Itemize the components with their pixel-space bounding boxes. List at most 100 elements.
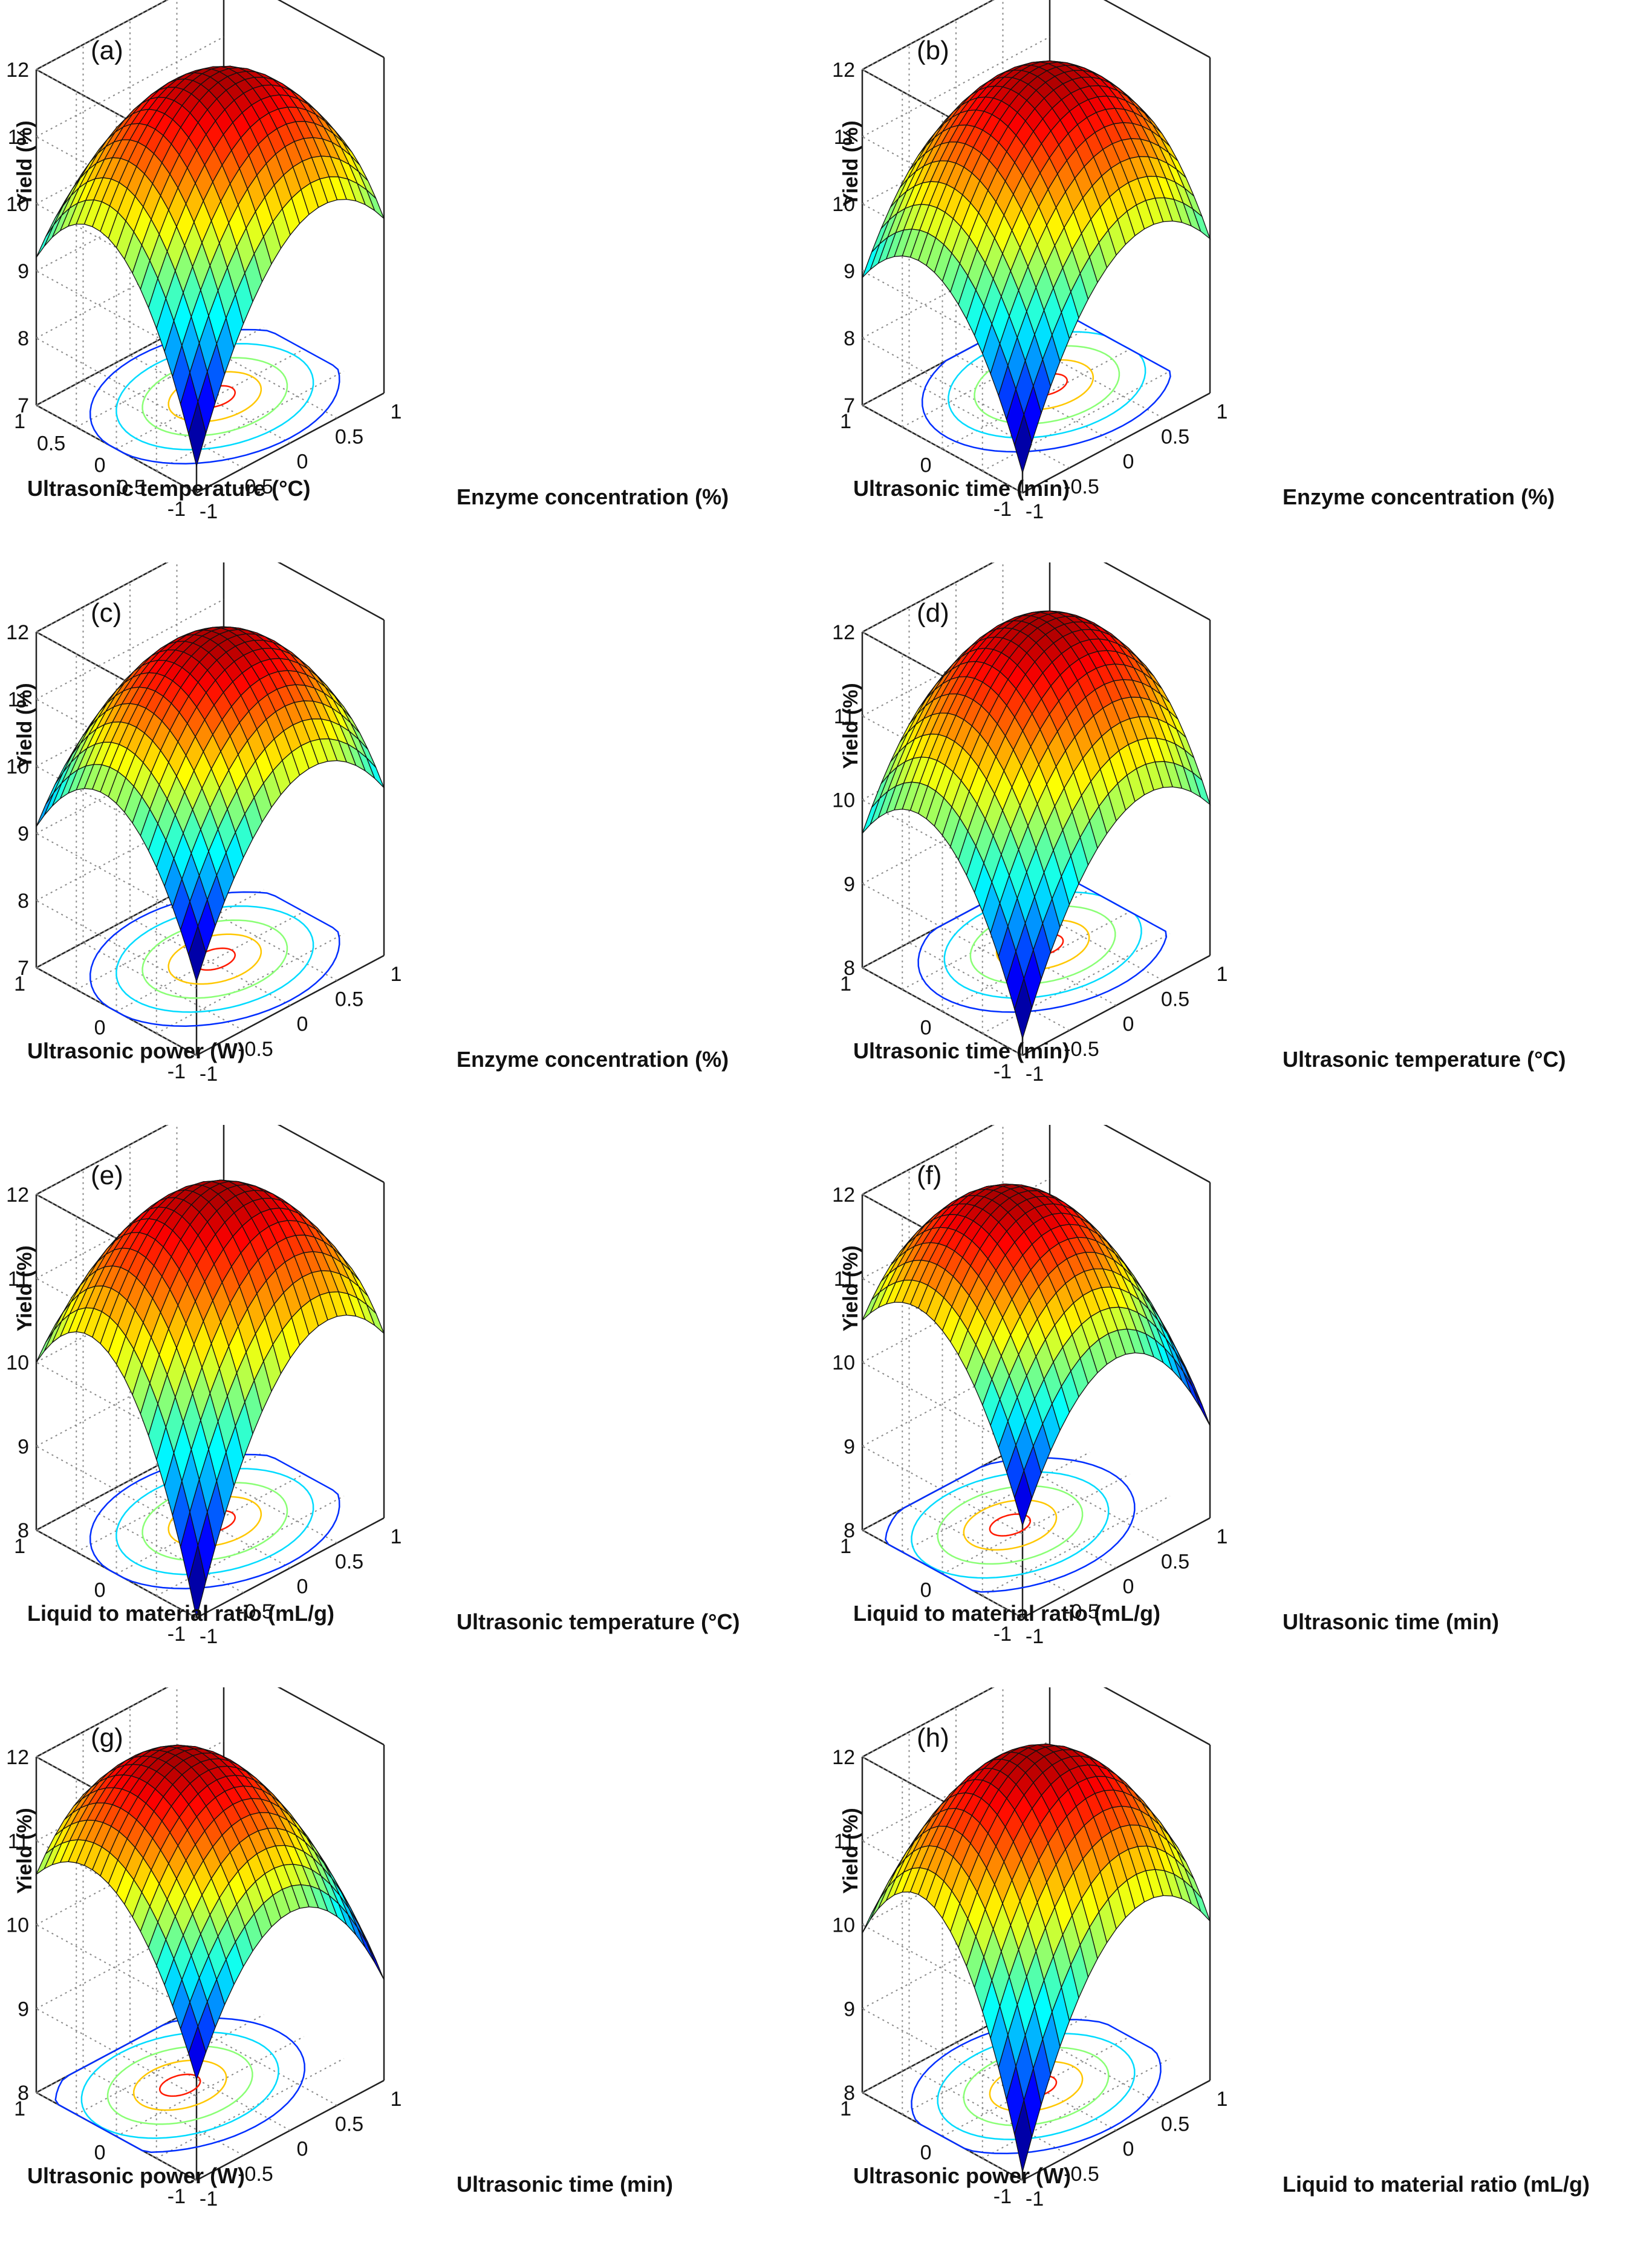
z-tick-label: 12 (832, 621, 855, 644)
contour-ring (132, 2059, 227, 2111)
panel-b: 7 8 9 10 11 12 -1 -0.5 0 0.5 1 1 0 -1 Yield (%) Enzyme … (826, 0, 1652, 562)
y-tick-label: -1 (167, 498, 186, 521)
z-axis-title: Yield (%) (13, 120, 36, 206)
x-tick-label: 0.5 (335, 1550, 363, 1573)
y-tick-label: -1 (167, 1623, 186, 1646)
grid-line (36, 562, 169, 633)
grid-line (862, 0, 995, 70)
surface-patch (1014, 2100, 1033, 2172)
grid-line (955, 1479, 1117, 1569)
box-edge (862, 1125, 995, 1196)
y-axis-title: Ultrasonic power (W) (27, 2163, 245, 2188)
panel-g: 8 9 10 11 12 -1 -0.5 0 0.5 1 1 0 -1 Yield (%) Ultrason… (0, 1687, 826, 2250)
z-tick-label: 10 (832, 1914, 855, 1937)
x-tick-label: 1 (1217, 2088, 1228, 2111)
z-axis-title: Yield (%) (839, 1808, 862, 1894)
panel-letter: (g) (91, 1723, 123, 1753)
x-tick-label: 1 (1217, 1525, 1228, 1548)
z-tick-label: 10 (832, 1352, 855, 1375)
y-axis-title: Ultrasonic power (W) (27, 1038, 245, 1063)
x-axis-title: Ultrasonic time (min) (1283, 1609, 1499, 1634)
x-tick-label: -0.5 (1064, 1600, 1099, 1623)
panel-letter: (c) (91, 598, 122, 628)
z-tick-label: 9 (18, 823, 29, 845)
x-tick-label: 0.5 (335, 2113, 363, 2135)
x-tick-label: -0.5 (238, 2163, 273, 2186)
surface-patch (188, 400, 207, 468)
z-tick-label: 10 (6, 1352, 29, 1375)
y-tick-label: 0 (920, 454, 932, 477)
x-tick-label: -0.5 (238, 1038, 273, 1061)
box-edge (277, 0, 385, 59)
x-tick-label: 0 (297, 451, 308, 474)
panel-c: 7 8 9 10 11 12 -1 -0.5 0 0.5 1 1 0 -1 Yield (%) Enzyme … (0, 562, 826, 1125)
surface-patch (36, 792, 54, 827)
x-axis-title: Enzyme concentration (%) (1283, 484, 1555, 509)
x-axis-title: Liquid to material ratio (mL/g) (1283, 2172, 1590, 2197)
y-tick-label: -1 (993, 2185, 1012, 2208)
grid-line (862, 1687, 995, 1757)
x-tick-label: 1 (391, 2088, 402, 2111)
z-tick-label: 11 (8, 1268, 29, 1291)
z-tick-label: 12 (6, 59, 29, 82)
panel-a: 7 8 9 10 11 12 -1 -0.5 0 0.5 1 1 0.5 0 0.5 -1 Yield (%) E… (0, 0, 826, 562)
panel-letter: (h) (917, 1723, 949, 1753)
x-axis-title: Ultrasonic temperature (°C) (457, 1609, 740, 1634)
panel-letter: (b) (917, 36, 949, 65)
surface-patch (36, 224, 54, 258)
z-axis-title: Yield (%) (13, 1808, 36, 1894)
x-tick-label: 1 (391, 1525, 402, 1548)
z-tick-label: 11 (834, 1830, 855, 1853)
box-edge (862, 0, 995, 71)
contour-ring (158, 2073, 201, 2097)
y-tick-label: 0.5 (117, 476, 145, 499)
z-tick-label: 11 (8, 1830, 29, 1853)
surface-mesh (36, 626, 385, 983)
y-tick-label: 0 (920, 1017, 932, 1040)
x-tick-label: 1 (1217, 400, 1228, 423)
grid-line (116, 2036, 304, 2137)
z-tick-label: 12 (6, 621, 29, 644)
y-tick-label: 1 (840, 972, 851, 995)
x-tick-label: -1 (200, 500, 218, 523)
z-tick-label: 11 (834, 1268, 855, 1291)
y-tick-label: 0 (94, 1017, 106, 1040)
x-axis-title: Enzyme concentration (%) (457, 1047, 729, 1072)
x-axis-title: Ultrasonic time (min) (457, 2172, 673, 2197)
panel-letter: (e) (91, 1161, 123, 1190)
x-tick-label: 0 (1123, 1575, 1134, 1598)
surface-mesh (862, 1183, 1211, 1527)
y-tick-label: 0 (94, 1579, 106, 1602)
x-tick-label: 0 (297, 1575, 308, 1598)
z-tick-label: 11 (834, 126, 855, 149)
y-axis-title: Liquid to material ratio (mL/g) (27, 1601, 334, 1626)
z-tick-label: 7 (18, 957, 29, 980)
z-tick-label: 11 (834, 705, 855, 728)
y-tick-label: -1 (167, 1060, 186, 1083)
z-axis-title: Yield (%) (13, 1245, 36, 1331)
z-tick-label: 10 (832, 193, 855, 216)
y-axis-title: Ultrasonic time (min) (853, 476, 1070, 501)
z-tick-label: 12 (6, 1184, 29, 1207)
contour-ring (911, 1471, 1110, 1579)
surface-patch (1183, 1371, 1202, 1409)
y-tick-label: 0 (920, 2142, 932, 2165)
box-edge (36, 562, 169, 633)
z-axis-title: Yield (%) (839, 1245, 862, 1331)
x-tick-label: -0.5 (238, 475, 273, 498)
box-edge (862, 562, 995, 633)
x-tick-label: 1 (391, 400, 402, 423)
x-tick-label: -1 (1026, 1625, 1044, 1648)
z-tick-label: 9 (844, 1435, 855, 1458)
x-tick-label: 0 (1123, 1013, 1134, 1036)
x-tick-label: 0.5 (1161, 988, 1189, 1011)
panel-letter: (f) (917, 1161, 942, 1190)
box-edge (277, 1687, 385, 1746)
x-tick-label: 0.5 (1161, 2113, 1189, 2135)
surface-mesh (862, 60, 1211, 474)
